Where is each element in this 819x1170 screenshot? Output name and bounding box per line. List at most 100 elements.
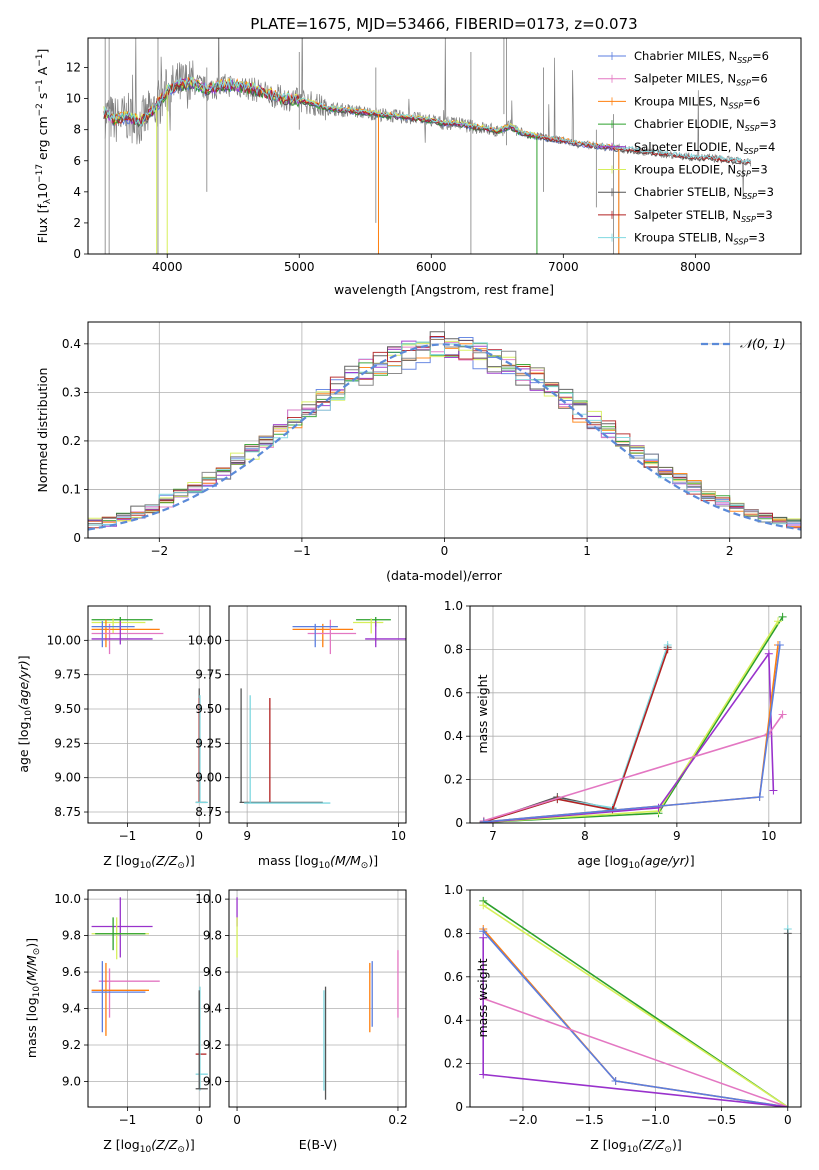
y-tick-label: 9.0: [62, 1074, 81, 1088]
legend-label: Chabrier ELODIE, NSSP=3: [634, 117, 776, 133]
y-tick-label: 0: [73, 531, 81, 545]
panel-mass-vs-EBV: 0 0.2 9.0 9.2 9.4 9.6 9.8 10.0 E(B-V): [195, 889, 408, 1152]
legend-label: Kroupa ELODIE, NSSP=3: [634, 163, 768, 179]
model-spectrum-salpeter_stelib: [103, 77, 752, 165]
plot-area-residuals: [88, 331, 801, 531]
axis-label: mass [log10(M/M⊙)]: [24, 938, 42, 1058]
y-tick-label: 9.6: [203, 965, 222, 979]
y-tick-label: 0: [455, 1100, 463, 1114]
axes-frame: [469, 889, 802, 1108]
y-tick-label: 0.6: [444, 686, 463, 700]
data-point-marker: [778, 710, 787, 719]
y-tick-label: 0: [455, 816, 463, 830]
panel-age-vs-Z: −1 0 8.75 9.00 9.25 9.50 9.75 10.00 Z [log10(Z/Z…: [16, 605, 211, 871]
panel-spectrum: 4000 5000 6000 7000 8000 0 2 4 6 8 10 12 Chabrier MI…: [35, 37, 802, 297]
x-tick-label: −1.0: [641, 1113, 670, 1127]
y-tick-label: 10.00: [188, 633, 222, 647]
panel-mass-weight-vs-age: 7 8 9 10 0 0.2 0.4 0.6 0.8 1.0 age [log10(age/yr)]…: [444, 599, 802, 871]
series-salpeter_miles: [482, 997, 789, 1107]
y-tick-label: 10: [66, 92, 81, 106]
axes-frame: [87, 37, 802, 255]
x-tick-label: 0: [195, 1113, 203, 1127]
axes-frame: [87, 889, 211, 1108]
x-tick-label: 1: [583, 544, 591, 558]
plot-area-spectrum: [103, 38, 752, 254]
x-tick-label: 8: [581, 829, 589, 843]
y-tick-label: 10.00: [47, 633, 81, 647]
x-tick-label: 0: [784, 1113, 792, 1127]
data-point-marker: [783, 1103, 792, 1107]
model-spectrum-kroupa_stelib: [103, 76, 752, 164]
x-axis-label: E(B-V): [299, 1137, 338, 1152]
legend-label: Chabrier STELIB, NSSP=3: [634, 185, 774, 201]
data-point-marker: [769, 786, 778, 795]
y-tick-label: 0.2: [444, 1057, 463, 1071]
x-tick-label: 6000: [416, 260, 447, 274]
y-tick-label: 0.2: [62, 434, 81, 448]
legend-label: Kroupa STELIB, NSSP=3: [634, 231, 765, 247]
x-tick-label: 9: [673, 829, 681, 843]
data-point-marker: [479, 1070, 488, 1079]
x-axis-label: wavelength [Angstrom, rest frame]: [334, 282, 554, 297]
x-tick-label: 2: [726, 544, 734, 558]
data-point-marker: [479, 933, 488, 942]
axes-frame: [228, 889, 407, 1108]
y-tick-label: 0.3: [62, 385, 81, 399]
legend-label: Chabrier MILES, NSSP=6: [634, 49, 769, 65]
x-axis-label: (data-model)/error: [386, 568, 503, 583]
x-tick-label: −1: [293, 544, 311, 558]
plot-area-mass-weight-vs-age: [479, 612, 787, 823]
y-tick-label: 0.8: [444, 926, 463, 940]
y-tick-label: 9.00: [195, 771, 222, 785]
y-tick-label: 8.75: [195, 805, 222, 819]
series-kroupa_stelib: [483, 644, 669, 823]
axis-label: age [log10(age/yr)]: [577, 853, 694, 871]
series-salpeter_elodie: [483, 651, 775, 823]
x-tick-label: −2.0: [508, 1113, 537, 1127]
axis-label: Flux [fλ10−17 erg cm−2 s−1 A−1]: [35, 49, 53, 244]
y-tick-label: 0.8: [444, 642, 463, 656]
axes-frame: [87, 321, 802, 539]
y-tick-label: 9.50: [195, 702, 222, 716]
data-point-marker: [663, 645, 672, 654]
y-tick-label: 9.0: [203, 1074, 222, 1088]
y-tick-label: 9.4: [203, 1002, 222, 1016]
legend-entry: Kroupa STELIB, NSSP=3: [598, 231, 765, 247]
legend-entry: Chabrier MILES, NSSP=6: [598, 49, 769, 65]
x-tick-label: −1: [119, 829, 137, 843]
x-tick-label: 10: [391, 829, 406, 843]
series-kroupa_miles: [482, 928, 788, 1107]
data-point-marker: [778, 612, 787, 621]
data-point-marker: [654, 803, 663, 812]
series-chabrier_miles: [482, 930, 788, 1107]
y-tick-label: 6: [73, 154, 81, 168]
plot-area-age-vs-Z: [91, 616, 208, 804]
y-tick-label: 10.0: [195, 892, 222, 906]
y-axis-label: Normed distribution: [35, 368, 50, 493]
y-tick-label: 1.0: [444, 883, 463, 897]
legend-entry: Salpeter ELODIE, NSSP=4: [598, 140, 775, 156]
legend-entry: Kroupa ELODIE, NSSP=3: [598, 163, 768, 179]
y-tick-label: 4: [73, 185, 81, 199]
axis-label: Z [log10(Z/Z⊙)]: [103, 1137, 194, 1155]
legend-entry: Salpeter STELIB, NSSP=3: [598, 208, 773, 224]
axis-label: Z [log10(Z/Z⊙)]: [103, 853, 194, 871]
data-point-marker: [755, 792, 764, 801]
x-tick-label: −1: [119, 1113, 137, 1127]
x-tick-label: 8000: [680, 260, 711, 274]
x-tick-label: 0: [233, 1113, 241, 1127]
plot-area-mass-weight-vs-Z: [479, 896, 792, 1107]
y-tick-label: 1.0: [444, 599, 463, 613]
y-tick-label: 10.0: [54, 892, 81, 906]
x-tick-label: 7: [489, 829, 497, 843]
panel-mass-weight-vs-Z: −2.0 −1.5 −1.0 −0.5 0 0 0.2 0.4 0.6 0.8 1.0 Z [log1…: [444, 883, 802, 1155]
y-tick-label: 9.2: [203, 1038, 222, 1052]
x-tick-label: −2: [150, 544, 168, 558]
y-tick-label: 0: [73, 247, 81, 261]
y-tick-label: 8.75: [54, 805, 81, 819]
legend-label: Salpeter ELODIE, NSSP=4: [634, 140, 775, 156]
series-kroupa_elodie: [483, 620, 779, 823]
axes-frame: [87, 605, 211, 824]
y-tick-label: 9.4: [62, 1002, 81, 1016]
y-tick-label: 9.25: [195, 736, 222, 750]
